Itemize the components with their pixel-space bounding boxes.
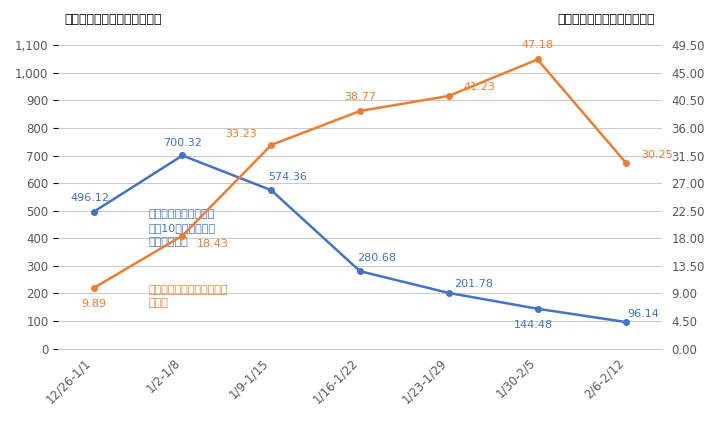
Text: 96.14: 96.14 (627, 309, 659, 319)
Text: （インフルエンザの報告数）: （インフルエンザの報告数） (558, 13, 655, 26)
Text: インフルエンザ定点からの: インフルエンザ定点からの (149, 285, 228, 295)
Text: 201.78: 201.78 (454, 280, 493, 289)
Text: 新型コロナウイルスの: 新型コロナウイルスの (149, 209, 215, 219)
Text: 700.32: 700.32 (163, 138, 202, 148)
Text: 144.48: 144.48 (514, 320, 553, 330)
Text: 47.18: 47.18 (521, 40, 554, 51)
Text: 496.12: 496.12 (70, 193, 109, 203)
Text: 280.68: 280.68 (357, 253, 396, 264)
Text: 30.25: 30.25 (641, 150, 672, 160)
Text: 574.36: 574.36 (269, 173, 307, 182)
Text: 38.77: 38.77 (344, 92, 376, 102)
Text: 新規陽性者数: 新規陽性者数 (149, 237, 189, 247)
Text: 人口10万人当たりの: 人口10万人当たりの (149, 223, 216, 233)
Text: 9.89: 9.89 (81, 299, 107, 309)
Text: 41.23: 41.23 (464, 83, 495, 92)
Text: 報告数: 報告数 (149, 298, 168, 308)
Text: 33.23: 33.23 (225, 129, 256, 139)
Text: 18.43: 18.43 (197, 239, 229, 249)
Text: （新型コロナ新規陽性者数）: （新型コロナ新規陽性者数） (65, 13, 162, 26)
